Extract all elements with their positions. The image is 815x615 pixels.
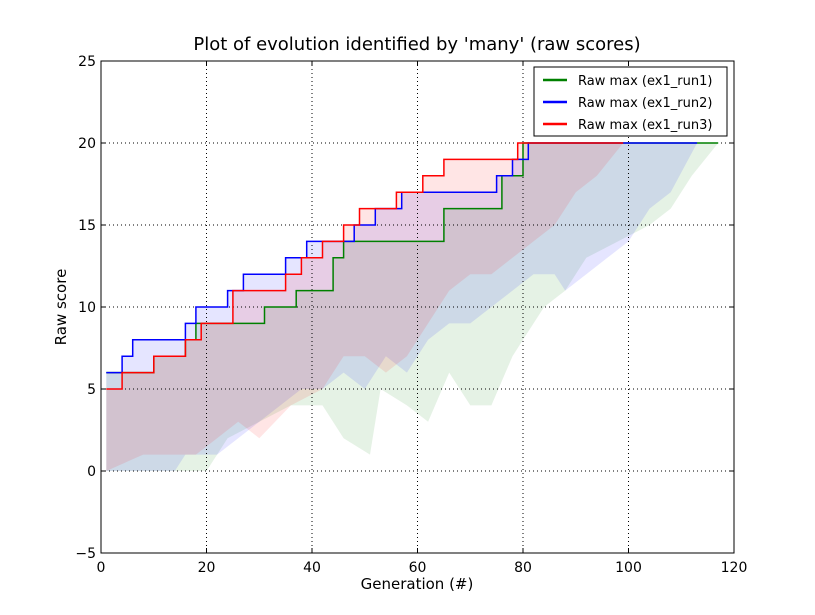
y-tick-label: 15 bbox=[78, 218, 96, 234]
y-tick-labels: −5 0 5 10 15 20 25 bbox=[75, 54, 96, 562]
y-tick-label: 20 bbox=[78, 136, 96, 152]
legend: Raw max (ex1_run1) Raw max (ex1_run2) Raw … bbox=[533, 66, 728, 137]
x-tick-labels: 0 20 40 60 80 100 120 bbox=[97, 560, 748, 576]
x-tick-label: 40 bbox=[303, 560, 321, 576]
chart-title: Plot of evolution identified by 'many' (… bbox=[193, 34, 640, 55]
y-tick-label: 5 bbox=[87, 382, 96, 398]
grid-lines bbox=[101, 61, 734, 553]
y-axis-label: Raw score bbox=[52, 269, 70, 346]
axis-ticks bbox=[100, 60, 735, 554]
legend-label-2: Raw max (ex1_run2) bbox=[578, 96, 712, 111]
x-tick-label: 20 bbox=[198, 560, 216, 576]
y-tick-label: 25 bbox=[78, 54, 96, 70]
x-tick-label: 100 bbox=[615, 560, 642, 576]
series-3-max-line bbox=[106, 142, 624, 390]
x-tick-label: 0 bbox=[97, 560, 106, 576]
y-tick-label: 10 bbox=[78, 300, 96, 316]
x-axis-label: Generation (#) bbox=[361, 575, 474, 593]
x-tick-label: 60 bbox=[409, 560, 427, 576]
x-tick-label: 120 bbox=[721, 560, 748, 576]
x-tick-label: 80 bbox=[514, 560, 532, 576]
legend-label-3: Raw max (ex1_run3) bbox=[578, 118, 712, 133]
legend-label-1: Raw max (ex1_run1) bbox=[578, 74, 712, 89]
y-tick-label: 0 bbox=[87, 464, 96, 480]
series-lines bbox=[106, 142, 719, 390]
y-tick-label: −5 bbox=[75, 546, 96, 562]
